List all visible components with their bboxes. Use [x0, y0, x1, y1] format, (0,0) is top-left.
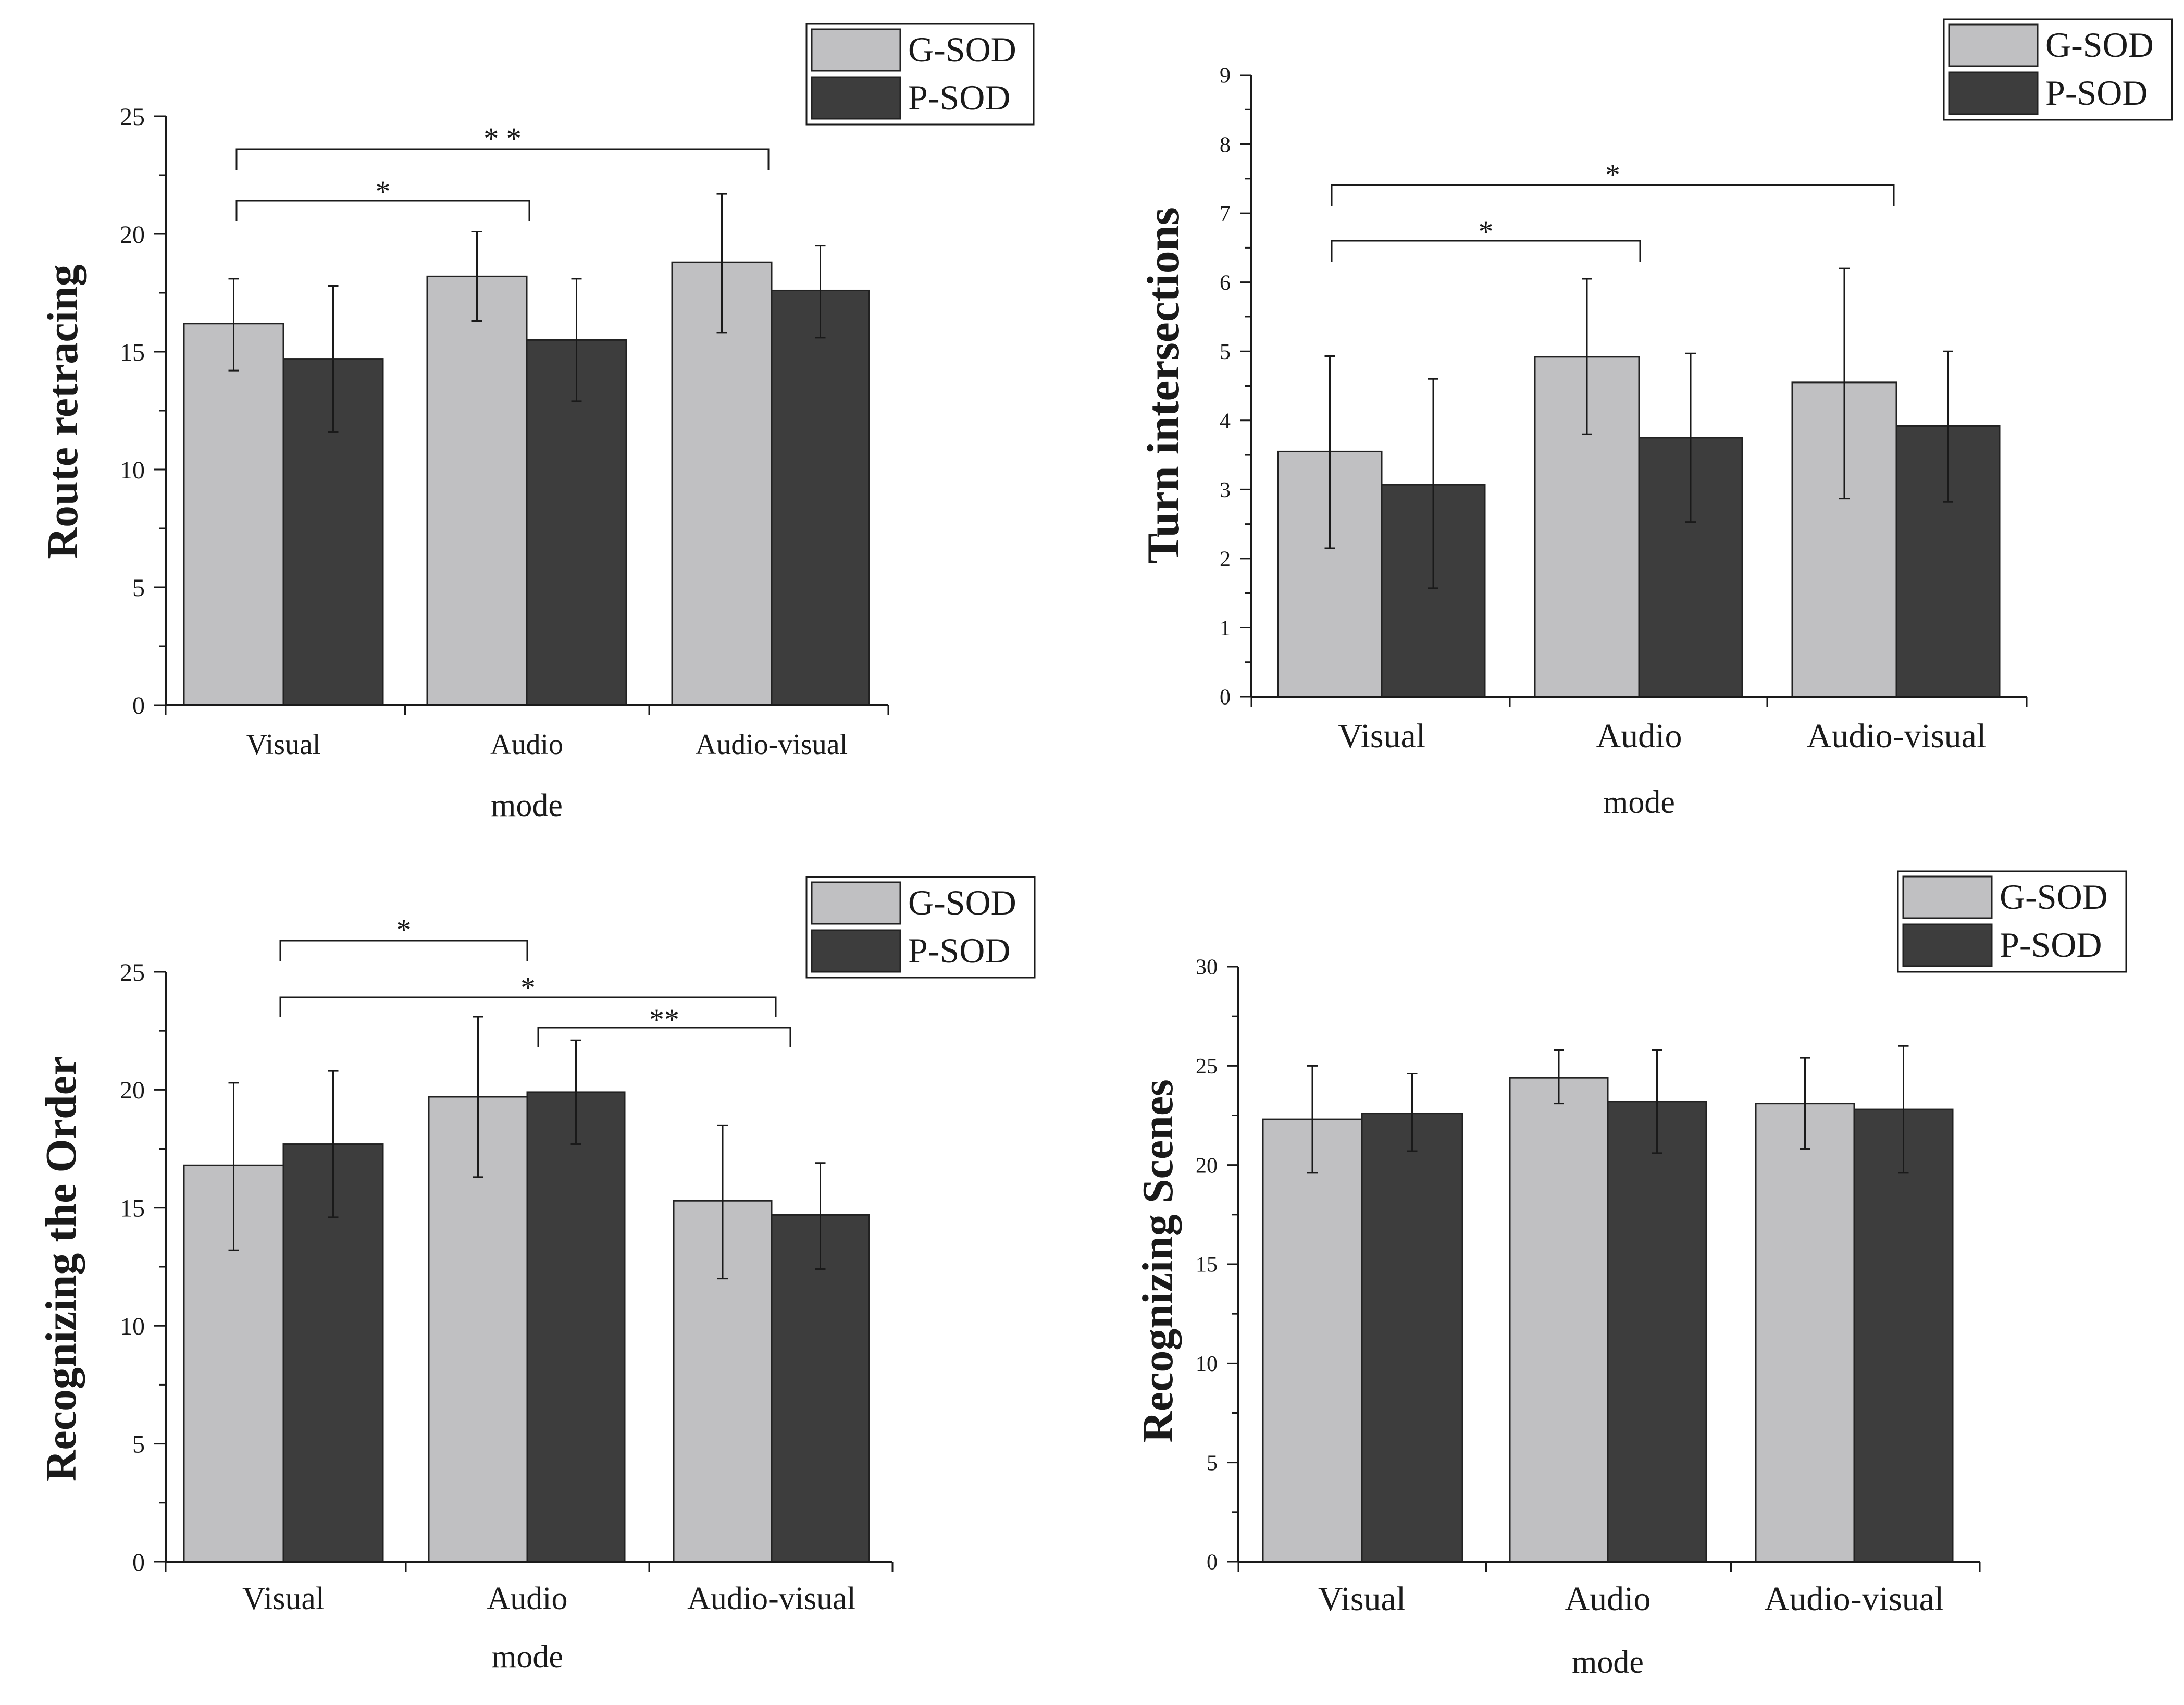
y-tick-label: 20	[120, 1077, 145, 1104]
y-axis-label: Route retracing	[39, 264, 87, 559]
y-tick-label: 4	[1220, 409, 1231, 433]
y-tick-label: 15	[120, 339, 145, 366]
significance-label: *	[376, 175, 391, 208]
y-tick-label: 5	[1207, 1451, 1218, 1475]
legend-swatch-p-sod	[811, 76, 901, 120]
y-tick-label: 7	[1220, 202, 1231, 226]
y-tick-label: 0	[132, 692, 145, 720]
x-axis-label: mode	[491, 788, 563, 823]
chart-panel-4: 0 5 10 15 20 25 30 Visual Audio Audio-visual mode R…	[1134, 870, 2127, 1680]
legend-label-p-sod: P-SOD	[2045, 73, 2148, 113]
chart-panel-2: 0 1 2 3 4 5 6 7 8 9 Visual Audio Audio-visual mode Tur…	[1138, 18, 2173, 820]
x-tick-label: Visual	[242, 1581, 325, 1616]
significance-label: *	[520, 971, 536, 1005]
legend-swatch-g-sod	[811, 881, 901, 925]
bar-g-sod-visual	[183, 323, 284, 706]
y-tick-label: 2	[1220, 548, 1231, 572]
y-tick-label: 0	[1220, 686, 1231, 710]
bar-p-sod-visual	[1361, 1113, 1463, 1563]
y-tick-label: 25	[1196, 1055, 1218, 1079]
x-tick-label: Audio	[1596, 717, 1682, 755]
y-tick-label: 10	[120, 1313, 145, 1340]
y-tick-label: 25	[120, 959, 145, 986]
bar-p-sod-audio	[1607, 1101, 1707, 1563]
y-tick-label: 30	[1196, 956, 1218, 980]
y-tick-label: 3	[1220, 478, 1231, 502]
legend: G-SOD P-SOD	[1943, 18, 2173, 121]
legend-label-g-sod: G-SOD	[2000, 877, 2108, 917]
y-axis-label: Recognizing the Order	[37, 1056, 85, 1482]
legend-swatch-g-sod	[811, 28, 901, 72]
significance-label: *	[396, 913, 412, 947]
legend-swatch-p-sod	[1902, 923, 1993, 967]
x-tick-label: Visual	[1338, 717, 1425, 755]
y-tick-label: 5	[1220, 340, 1231, 364]
legend-label-p-sod: P-SOD	[908, 931, 1011, 970]
legend-swatch-g-sod	[1902, 875, 1993, 919]
bar-p-sod-audio	[526, 1091, 626, 1563]
y-tick-label: 10	[1196, 1352, 1218, 1376]
x-tick-label: Audio-visual	[1807, 717, 1987, 755]
bar-g-sod-audio	[1509, 1077, 1609, 1563]
x-tick-label: Audio-visual	[696, 728, 848, 761]
significance-bracket	[279, 940, 528, 961]
y-axis-label: Recognizing Scenes	[1134, 1079, 1182, 1443]
bar-g-sod-visual	[1262, 1118, 1363, 1563]
y-tick-label: 1	[1220, 616, 1231, 640]
x-tick-label: Audio	[490, 728, 563, 761]
significance-bracket	[279, 996, 777, 1017]
legend: G-SOD P-SOD	[805, 876, 1036, 979]
significance-bracket	[1331, 240, 1641, 262]
significance-bracket	[235, 200, 530, 221]
legend-label-p-sod: P-SOD	[2000, 925, 2102, 965]
legend-swatch-p-sod	[1948, 71, 2039, 115]
bar-g-sod-audio-visual	[1755, 1103, 1855, 1563]
legend: G-SOD P-SOD	[1897, 870, 2127, 973]
x-tick-label: Visual	[246, 728, 321, 761]
bar-p-sod-audio-visual	[771, 1214, 870, 1563]
legend-swatch-g-sod	[1948, 23, 2039, 67]
y-tick-label: 5	[132, 574, 145, 602]
legend-label-g-sod: G-SOD	[908, 883, 1016, 922]
significance-label: **	[649, 1003, 679, 1036]
x-tick-label: Visual	[1318, 1580, 1406, 1618]
significance-label: * *	[483, 121, 522, 155]
x-axis-label: mode	[1572, 1645, 1644, 1680]
y-tick-label: 9	[1220, 64, 1231, 88]
x-tick-label: Audio-visual	[687, 1581, 856, 1616]
chart-panel-3: 0 5 10 15 20 25 Visual Audio Audio-visual mode Rec…	[37, 876, 1036, 1675]
bar-p-sod-audio-visual	[1853, 1108, 1954, 1563]
x-axis-label: mode	[1603, 785, 1675, 820]
significance-bracket	[235, 148, 770, 170]
legend-label-p-sod: P-SOD	[908, 78, 1011, 117]
bar-g-sod-audio	[426, 275, 528, 706]
significance-bracket	[1331, 184, 1895, 206]
y-axis-label: Turn intersections	[1138, 207, 1189, 564]
legend-label-g-sod: G-SOD	[2045, 25, 2154, 65]
y-tick-label: 0	[132, 1549, 145, 1576]
y-tick-label: 25	[120, 103, 145, 131]
legend: G-SOD P-SOD	[805, 23, 1035, 126]
y-tick-label: 0	[1207, 1551, 1218, 1575]
x-tick-label: Audio	[1565, 1580, 1651, 1618]
x-axis-label: mode	[491, 1639, 563, 1675]
y-tick-label: 15	[120, 1195, 145, 1222]
legend-swatch-p-sod	[811, 929, 901, 973]
significance-bracket	[537, 1027, 791, 1047]
bar-p-sod-audio-visual	[771, 289, 870, 706]
y-tick-label: 20	[1196, 1154, 1218, 1178]
y-tick-label: 6	[1220, 271, 1231, 295]
x-tick-label: Audio	[487, 1581, 568, 1616]
legend-label-g-sod: G-SOD	[908, 30, 1016, 69]
y-tick-label: 15	[1196, 1253, 1218, 1277]
chart-panel-1: 0 5 10 15 20 25 Visual Audio Audio-visual mode Rou…	[39, 23, 1035, 823]
significance-label: *	[1605, 158, 1620, 192]
y-tick-label: 8	[1220, 133, 1231, 157]
y-tick-label: 10	[120, 456, 145, 484]
x-tick-label: Audio-visual	[1765, 1580, 1944, 1618]
y-tick-label: 5	[132, 1430, 145, 1458]
significance-label: *	[1479, 215, 1494, 249]
y-tick-label: 20	[120, 221, 145, 249]
